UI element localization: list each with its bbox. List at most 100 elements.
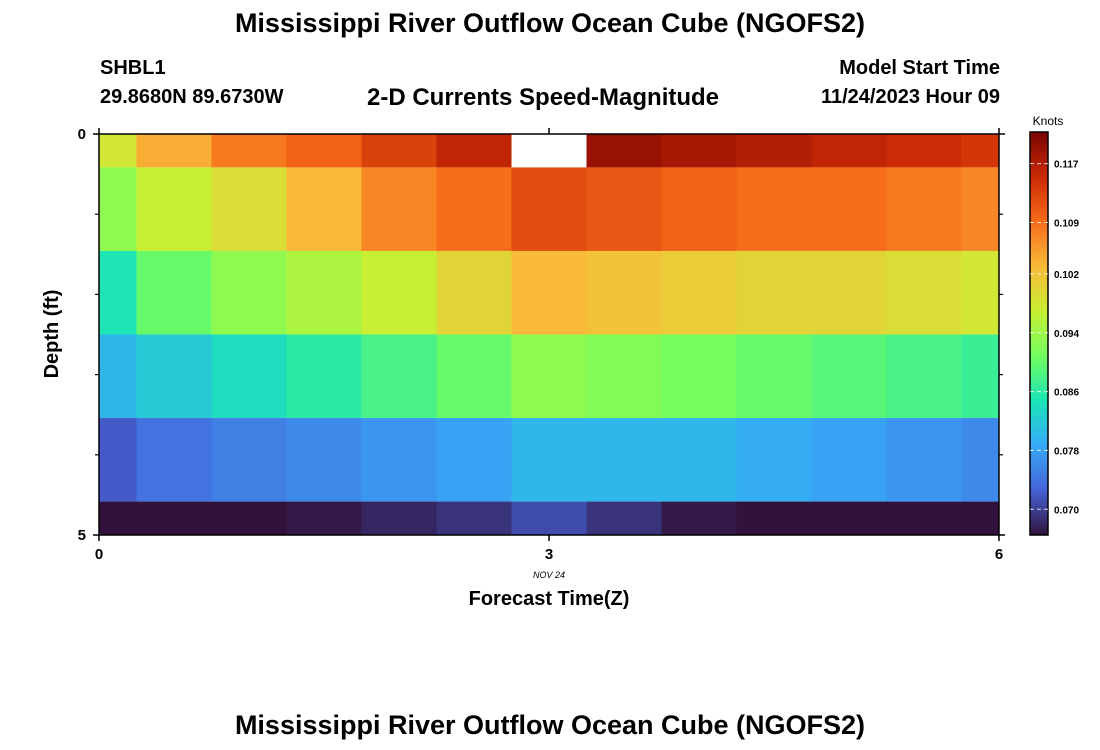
heatmap-cell (886, 418, 962, 502)
heatmap-cell (511, 167, 587, 251)
x-tick-label: 3 (545, 546, 553, 563)
heatmap-cell (811, 418, 887, 502)
heatmap-cell (211, 134, 287, 168)
heatmap-cell (286, 418, 362, 502)
heatmap-cell (286, 134, 362, 168)
heatmap-cell (436, 501, 512, 535)
heatmap-cell (961, 134, 999, 168)
heatmap-cell (886, 250, 962, 335)
heatmap-cell (136, 134, 212, 168)
station-name: SHBL1 (100, 57, 166, 79)
heatmap-cell (361, 418, 437, 502)
heatmap-cell (586, 334, 662, 419)
heatmap-cell (886, 501, 962, 535)
heatmap-chart: 0 3 605 Forecast Time(Z) NOV 24 Depth (ft)… (41, 114, 1079, 610)
heatmap-cell (736, 334, 812, 419)
heatmap-cell (99, 501, 137, 535)
colorbar-tick-label: 0.117 (1054, 160, 1079, 171)
heatmap-cell (361, 134, 437, 168)
heatmap-cell (811, 334, 887, 419)
colorbar: Knots 0.070 0.078 0.086 0.094 0.102 0.109 0.11… (1029, 114, 1079, 536)
heatmap-cell (586, 167, 662, 251)
colorbar-tick-label: 0.078 (1054, 446, 1079, 457)
heatmap-cell (99, 334, 137, 419)
colorbar-label: Knots (1033, 114, 1064, 128)
heatmap-cell (736, 418, 812, 502)
heatmap-cell (811, 167, 887, 251)
heatmap-cell (99, 250, 137, 335)
heatmap-cell (586, 418, 662, 502)
heatmap-cell (361, 334, 437, 419)
heatmap-cells (99, 134, 999, 535)
heatmap-cell (511, 250, 587, 335)
heatmap-cell (586, 134, 662, 168)
heatmap-cell (99, 167, 137, 251)
heatmap-cell (736, 250, 812, 335)
colorbar-tick-label: 0.109 (1054, 218, 1079, 229)
heatmap-cell (136, 501, 212, 535)
model-start-label: Model Start Time (839, 57, 1000, 79)
heatmap-cell (886, 334, 962, 419)
heatmap-cell (736, 167, 812, 251)
heatmap-cell (436, 418, 512, 502)
heatmap-cell (511, 134, 587, 168)
main-title: Mississippi River Outflow Ocean Cube (NG… (234, 8, 866, 38)
colorbar-tick-label: 0.086 (1054, 388, 1079, 399)
heatmap-cell (661, 250, 737, 335)
heatmap-cell (811, 134, 887, 168)
heatmap-cell (99, 134, 137, 168)
model-start-value: 11/24/2023 Hour 09 (820, 86, 1000, 108)
heatmap-cell (286, 250, 362, 335)
plot-axes: 0 3 605 (78, 126, 1005, 563)
heatmap-cell (961, 250, 999, 335)
y-axis-label: Depth (ft) (41, 290, 63, 379)
heatmap-cell (811, 250, 887, 335)
heatmap-cell (961, 334, 999, 419)
heatmap-cell (811, 501, 887, 535)
y-tick-label: 5 (78, 527, 86, 544)
footer-title: Mississippi River Outflow Ocean Cube (NG… (234, 710, 866, 740)
heatmap-cell (361, 501, 437, 535)
plot-subtitle: 2-D Currents Speed-Magnitude (367, 84, 720, 111)
heatmap-cell (136, 334, 212, 419)
heatmap-cell (436, 250, 512, 335)
heatmap-cell (211, 250, 287, 335)
heatmap-cell (961, 501, 999, 535)
heatmap-cell (661, 334, 737, 419)
heatmap-cell (286, 501, 362, 535)
heatmap-cell (586, 501, 662, 535)
x-date-label: NOV 24 (533, 570, 565, 580)
heatmap-cell (211, 501, 287, 535)
heatmap-cell (736, 134, 812, 168)
heatmap-cell (586, 250, 662, 335)
heatmap-cell (961, 418, 999, 502)
heatmap-cell (511, 501, 587, 535)
colorbar-gradient (1029, 131, 1049, 536)
heatmap-cell (661, 134, 737, 168)
heatmap-cell (361, 167, 437, 251)
heatmap-cell (136, 167, 212, 251)
heatmap-cell (436, 134, 512, 168)
station-coords: 29.8680N 89.6730W (100, 86, 284, 108)
heatmap-cell (511, 334, 587, 419)
heatmap-cell (661, 167, 737, 251)
heatmap-cell (436, 334, 512, 419)
heatmap-cell (961, 167, 999, 251)
colorbar-tick-label: 0.094 (1054, 329, 1079, 340)
heatmap-cell (286, 334, 362, 419)
colorbar-tick-label: 0.102 (1054, 270, 1079, 281)
heatmap-cell (661, 501, 737, 535)
heatmap-cell (511, 418, 587, 502)
heatmap-cell (211, 418, 287, 502)
heatmap-cell (736, 501, 812, 535)
heatmap-cell (99, 418, 137, 502)
heatmap-cell (886, 134, 962, 168)
x-axis-label: Forecast Time(Z) (469, 588, 630, 610)
y-tick-label: 0 (78, 126, 86, 143)
heatmap-cell (661, 418, 737, 502)
heatmap-cell (886, 167, 962, 251)
heatmap-cell (211, 334, 287, 419)
heatmap-cell (136, 250, 212, 335)
heatmap-cell (136, 418, 212, 502)
heatmap-cell (286, 167, 362, 251)
